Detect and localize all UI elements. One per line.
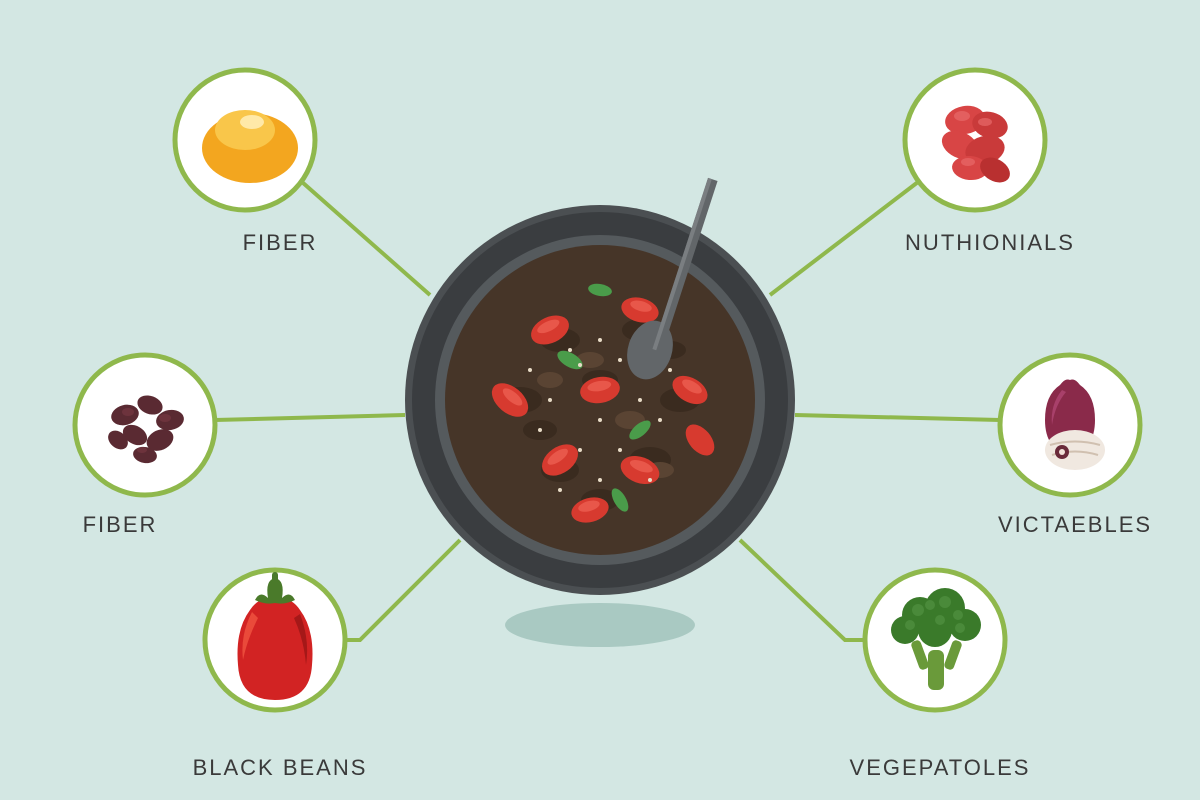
label-vegepatoles: VEGEPATOLES [850, 755, 1031, 781]
node-fiber-mid [75, 355, 215, 495]
node-fiber-top [175, 70, 315, 210]
label-victaebles: VICTAEBLES [998, 512, 1152, 538]
label-black-beans: BLACK BEANS [193, 755, 368, 781]
label-nuthionials: NUTHIONIALS [905, 230, 1075, 256]
bowl-shadow [505, 603, 695, 647]
bowl [405, 178, 795, 595]
node-victaebles [1000, 355, 1140, 495]
node-nuthionials [905, 70, 1045, 210]
label-fiber-top: FIBER [243, 230, 318, 256]
label-fiber-mid: FIBER [83, 512, 158, 538]
node-black-beans [205, 570, 345, 710]
infographic-canvas [0, 0, 1200, 800]
node-vegepatoles [865, 570, 1005, 710]
